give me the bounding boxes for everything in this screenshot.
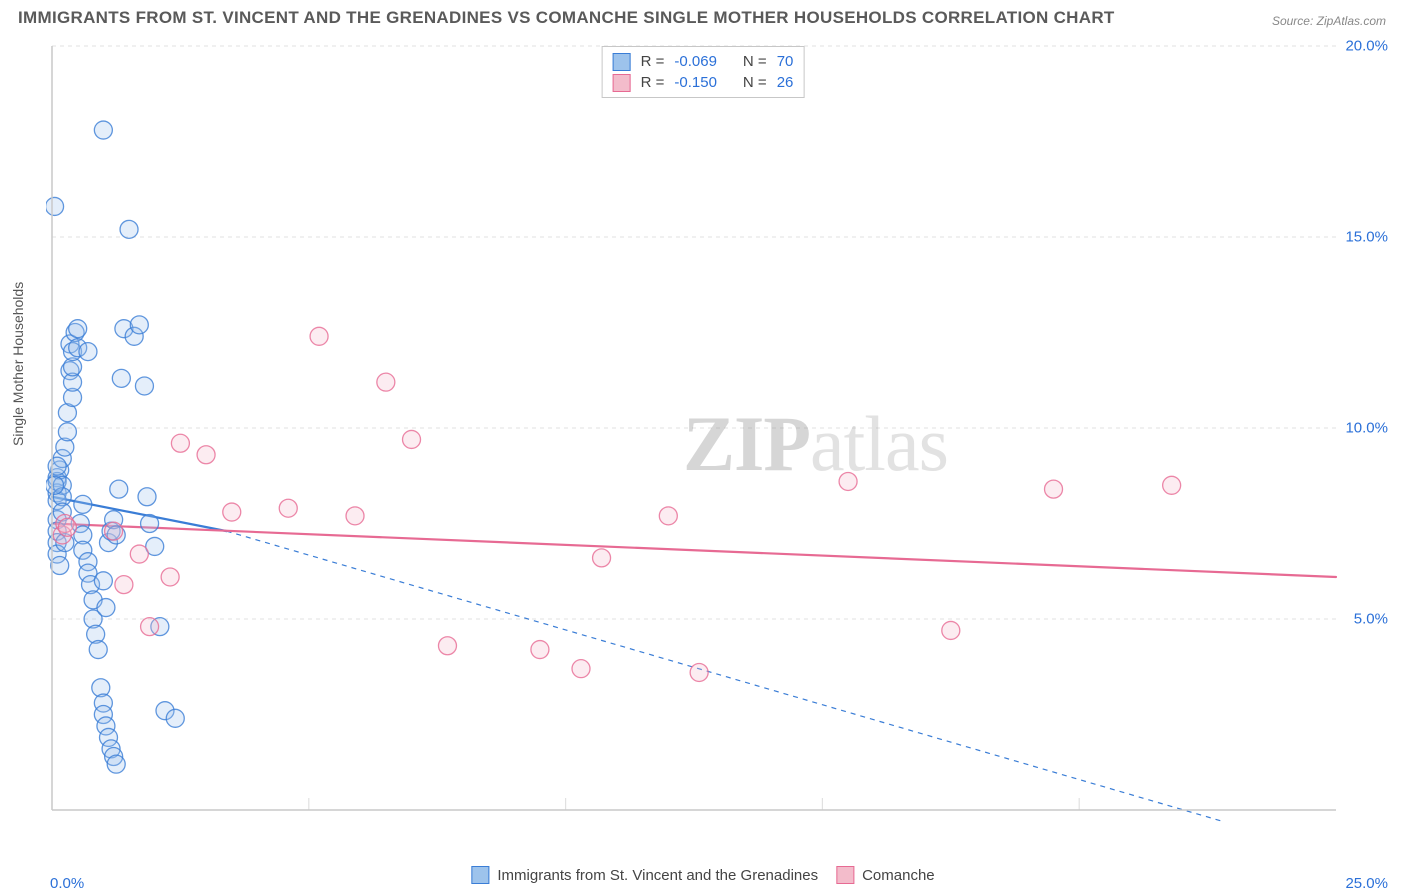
y-tick-label: 20.0% — [1345, 38, 1388, 55]
legend-item-1: Comanche — [836, 866, 935, 884]
legend-swatch-series-1 — [613, 74, 631, 92]
x-tick-max: 25.0% — [1345, 875, 1388, 892]
y-tick-label: 5.0% — [1354, 611, 1388, 628]
legend-swatch-1 — [836, 866, 854, 884]
legend-n-label: N = — [743, 72, 767, 93]
legend-n-value-0: 70 — [777, 51, 794, 72]
legend-statistics: R = -0.069 N = 70 R = -0.150 N = 26 — [602, 46, 805, 98]
legend-item-0: Immigrants from St. Vincent and the Gren… — [471, 866, 818, 884]
legend-n-label: N = — [743, 51, 767, 72]
legend-r-label: R = — [641, 51, 665, 72]
x-tick-min: 0.0% — [50, 875, 84, 892]
legend-r-value-0: -0.069 — [674, 51, 717, 72]
legend-swatch-0 — [471, 866, 489, 884]
y-tick-label: 15.0% — [1345, 229, 1388, 246]
source-attribution: Source: ZipAtlas.com — [1272, 14, 1386, 28]
legend-stat-row-1: R = -0.150 N = 26 — [613, 72, 794, 93]
legend-swatch-series-0 — [613, 53, 631, 71]
y-tick-label: 10.0% — [1345, 420, 1388, 437]
legend-label-1: Comanche — [862, 867, 935, 884]
legend-r-label: R = — [641, 72, 665, 93]
legend-label-0: Immigrants from St. Vincent and the Gren… — [497, 867, 818, 884]
legend-stat-row-0: R = -0.069 N = 70 — [613, 51, 794, 72]
y-axis-label: Single Mother Households — [10, 282, 26, 446]
legend-n-value-1: 26 — [777, 72, 794, 93]
legend-r-value-1: -0.150 — [674, 72, 717, 93]
legend-series-names: Immigrants from St. Vincent and the Gren… — [471, 866, 934, 884]
correlation-scatter-chart — [46, 40, 1386, 850]
chart-title: IMMIGRANTS FROM ST. VINCENT AND THE GREN… — [18, 8, 1115, 28]
